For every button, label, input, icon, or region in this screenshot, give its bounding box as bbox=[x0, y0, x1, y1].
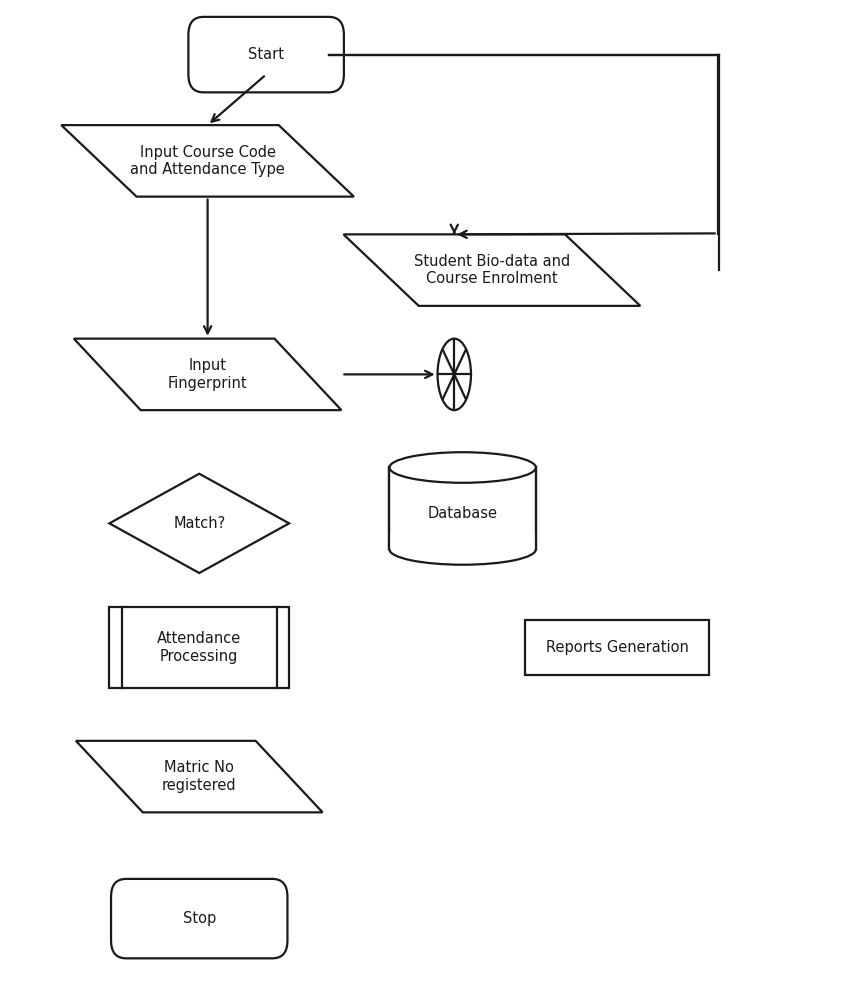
Ellipse shape bbox=[389, 534, 536, 565]
Text: Attendance
Processing: Attendance Processing bbox=[157, 631, 241, 664]
Text: Stop: Stop bbox=[183, 911, 216, 926]
Text: Matric No
registered: Matric No registered bbox=[162, 760, 236, 793]
Ellipse shape bbox=[389, 452, 536, 482]
Text: Student Bio-data and
Course Enrolment: Student Bio-data and Course Enrolment bbox=[414, 254, 570, 286]
Bar bbox=[389, 467, 536, 550]
Text: Input
Fingerprint: Input Fingerprint bbox=[167, 358, 247, 391]
Polygon shape bbox=[61, 125, 354, 196]
FancyBboxPatch shape bbox=[111, 879, 287, 959]
Polygon shape bbox=[343, 235, 640, 306]
Ellipse shape bbox=[438, 338, 471, 410]
Bar bbox=[525, 620, 709, 675]
Text: Input Course Code
and Attendance Type: Input Course Code and Attendance Type bbox=[130, 145, 285, 177]
Bar bbox=[388, 533, 536, 550]
Bar bbox=[110, 607, 289, 688]
Text: Match?: Match? bbox=[173, 516, 225, 531]
FancyBboxPatch shape bbox=[189, 17, 344, 93]
Polygon shape bbox=[110, 473, 289, 573]
Polygon shape bbox=[76, 741, 323, 813]
Text: Start: Start bbox=[248, 47, 284, 62]
Polygon shape bbox=[74, 338, 342, 410]
Text: Reports Generation: Reports Generation bbox=[546, 640, 689, 655]
Text: Database: Database bbox=[428, 506, 497, 521]
